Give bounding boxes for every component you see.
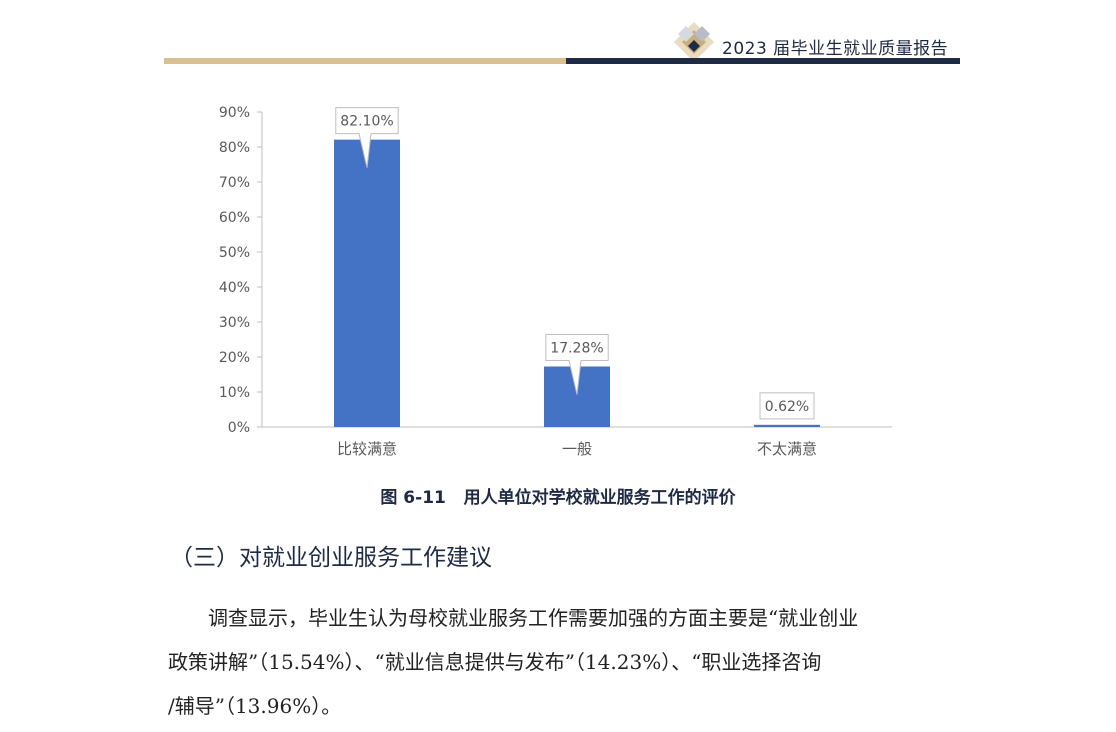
paragraph-line: /辅导”（13.96%）。 (168, 694, 342, 718)
x-category-label: 不太满意 (757, 440, 817, 458)
figure-caption: 图 6-11 用人单位对学校就业服务工作的评价 (380, 488, 736, 508)
y-tick-label: 10% (219, 385, 250, 401)
y-tick-label: 0% (228, 420, 250, 436)
y-tick-label: 30% (219, 315, 250, 331)
y-tick-label: 20% (219, 350, 250, 366)
diamond-logo-icon (674, 22, 714, 62)
data-label: 0.62% (765, 399, 809, 415)
data-label: 17.28% (550, 341, 603, 357)
chart-canvas: 0% 10% 20% 30% 40% 50% 60% 70% 80% 90% 比较满意 82.10% 一… (219, 105, 892, 458)
y-tick-label: 90% (219, 105, 250, 121)
bar-2 (754, 424, 820, 427)
section-paragraph: 调查显示，毕业生认为母校就业服务工作需要加强的方面主要是“就业创业 政策讲解”（… (168, 596, 958, 728)
data-label-callout (545, 334, 609, 395)
paragraph-line: 政策讲解”（15.54%）、“就业信息提供与发布”（14.23%）、“职业选择咨… (168, 650, 822, 674)
x-category-label: 一般 (562, 440, 592, 458)
bar-0 (334, 139, 400, 427)
paragraph-line: 调查显示，毕业生认为母校就业服务工作需要加强的方面主要是“就业创业 (208, 606, 859, 630)
y-tick-label: 60% (219, 210, 250, 226)
y-tick-label: 40% (219, 280, 250, 296)
y-tick-label: 80% (219, 140, 250, 156)
header-rule-gold (164, 58, 566, 64)
report-header-title: 2023 届毕业生就业质量报告 (722, 39, 949, 59)
data-label-callout (759, 392, 815, 420)
x-category-label: 比较满意 (337, 440, 397, 458)
data-label: 82.10% (340, 114, 393, 130)
section-heading: （三）对就业创业服务工作建议 (170, 545, 492, 571)
y-tick-label: 70% (219, 175, 250, 191)
evaluation-bar-chart: 0% 10% 20% 30% 40% 50% 60% 70% 80% 90% 比较满意 82.10% 一… (160, 90, 960, 470)
y-tick-label: 50% (219, 245, 250, 261)
data-label-callout (335, 107, 399, 168)
header-rule-navy (566, 58, 960, 64)
